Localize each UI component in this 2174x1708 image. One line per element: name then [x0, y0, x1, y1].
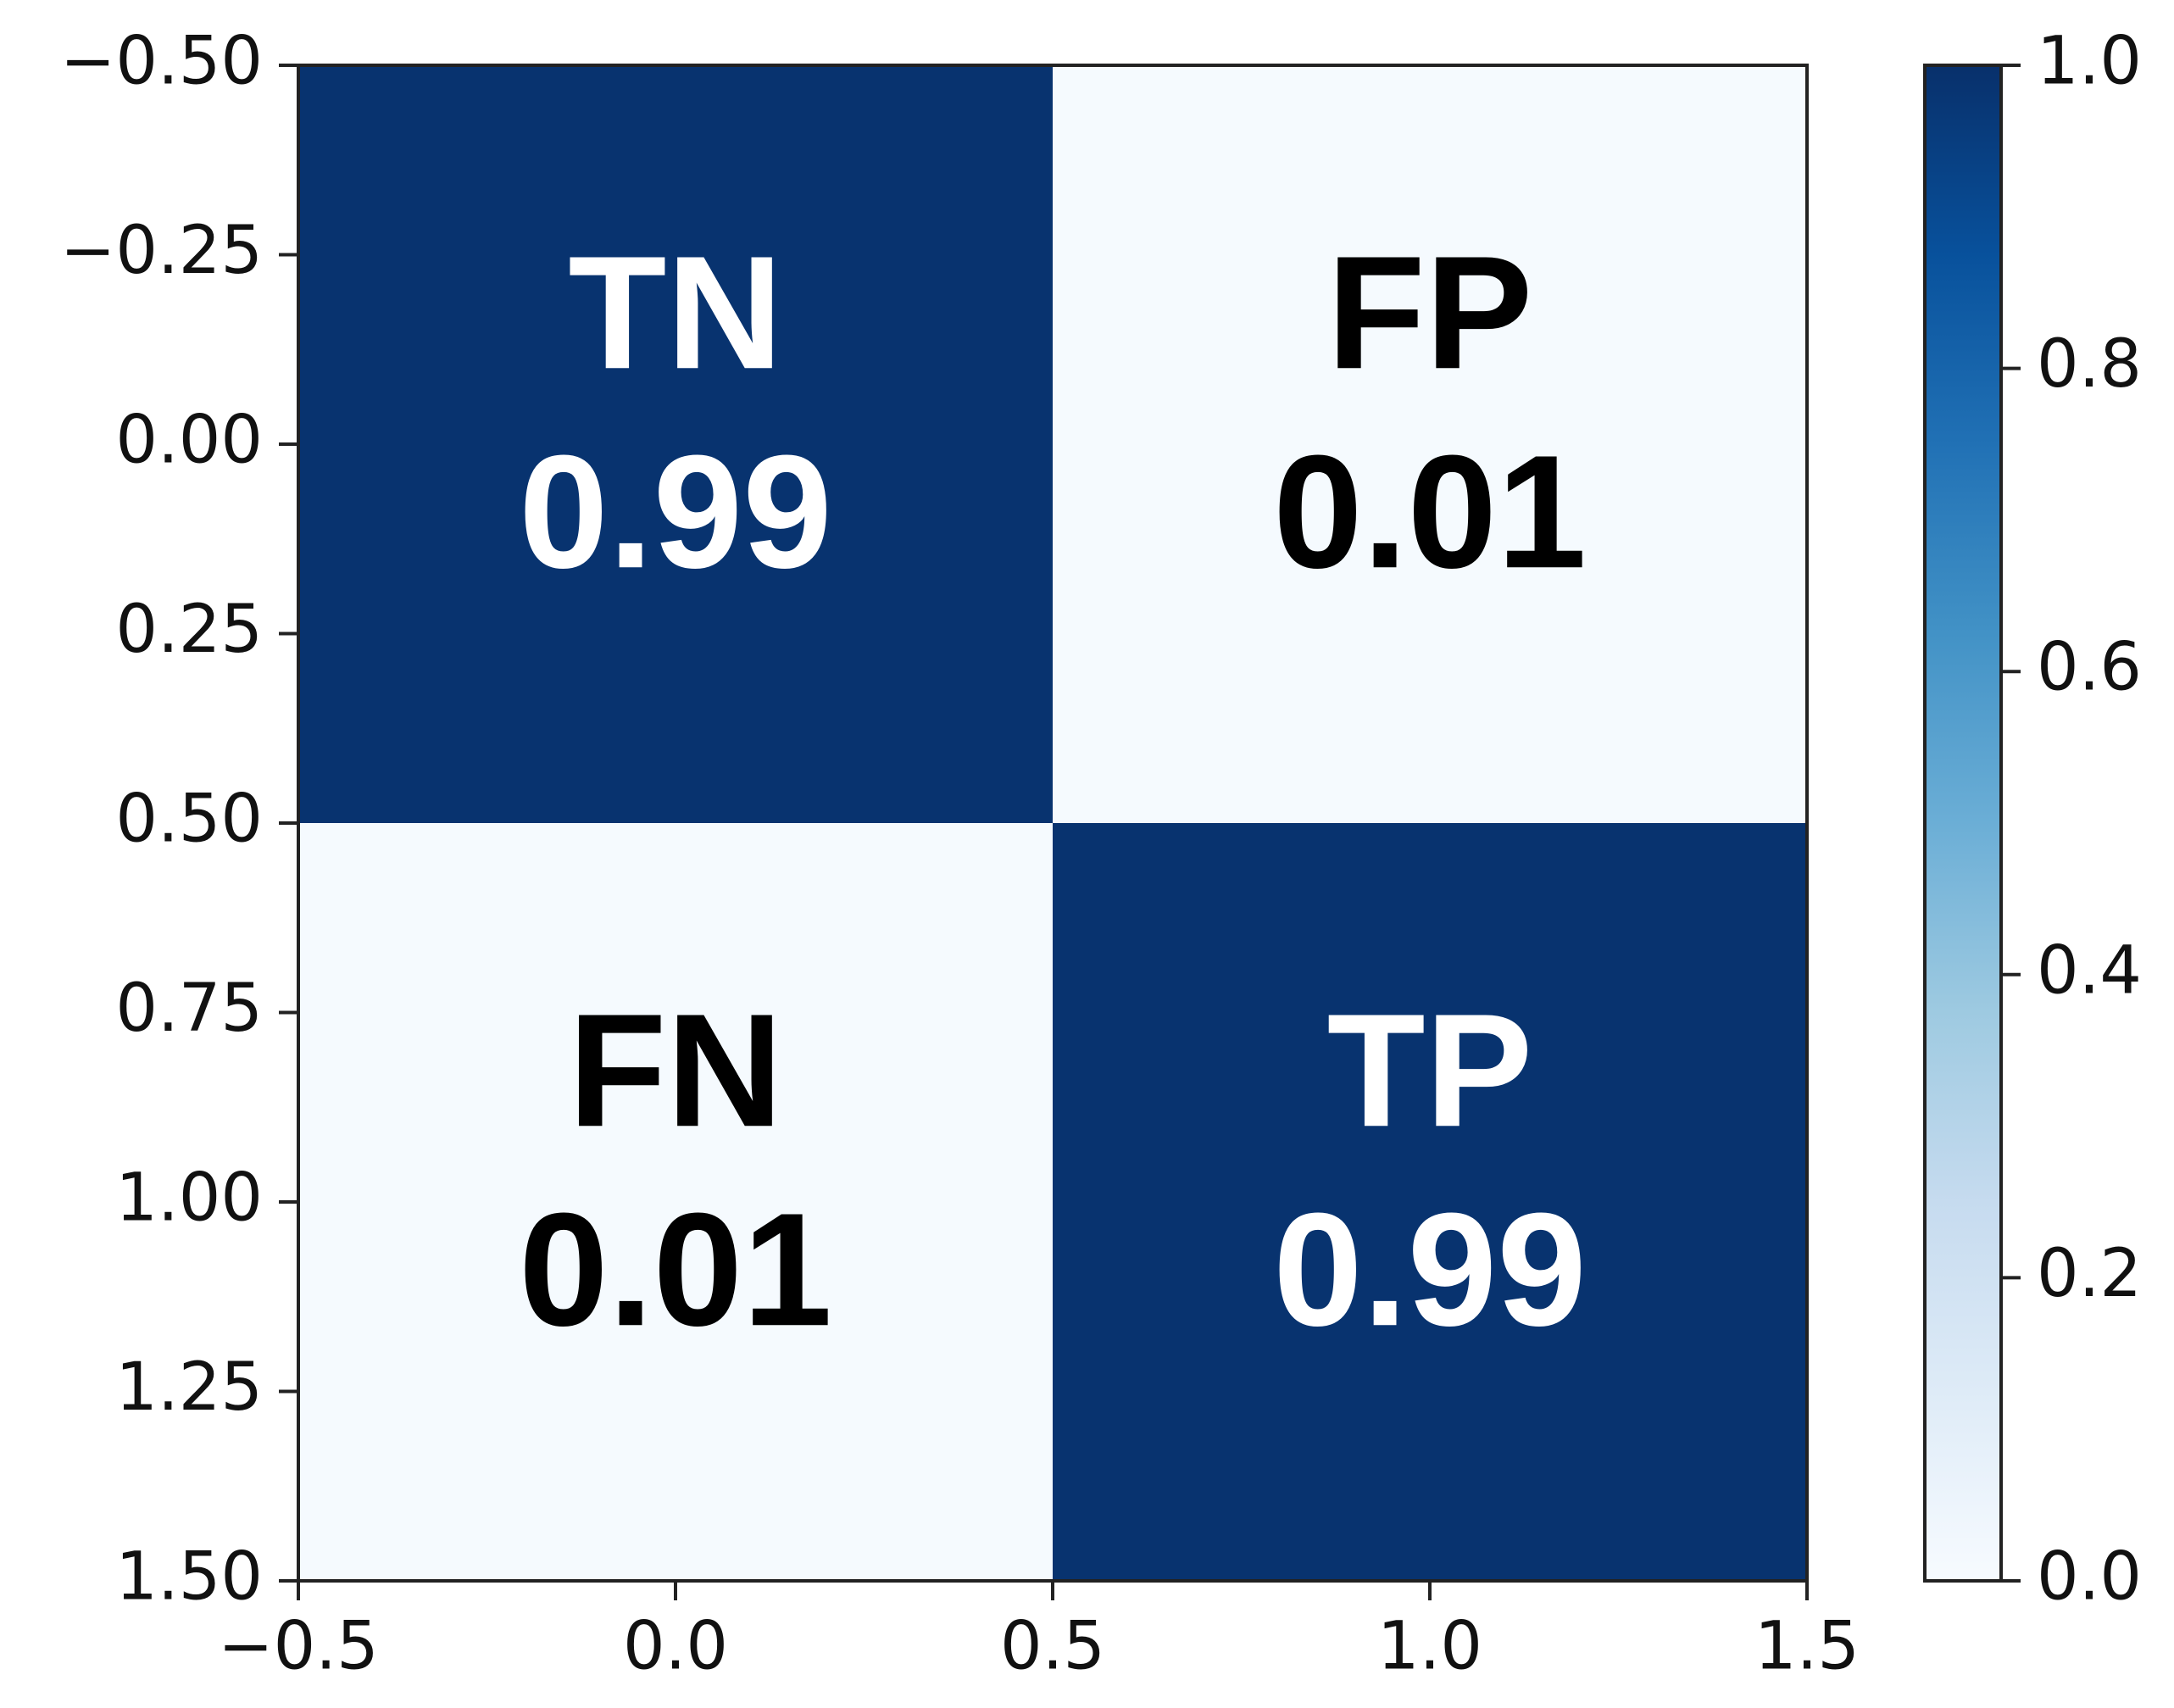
colorbar-tick-label: 0.4 — [2037, 932, 2142, 1009]
y-tick-label: 0.00 — [115, 402, 263, 478]
colorbar-tick-label: 0.2 — [2037, 1236, 2142, 1312]
cell-label: TP — [1327, 981, 1533, 1160]
y-tick-label: 0.25 — [115, 592, 263, 668]
colorbar-tick-label: 1.0 — [2037, 23, 2142, 99]
cell-value: 0.99 — [519, 422, 832, 602]
heatmap-cell — [298, 823, 1053, 1581]
colorbar-tick-label: 0.0 — [2037, 1538, 2142, 1615]
x-tick-label: 0.5 — [1000, 1608, 1105, 1684]
cell-label: FP — [1327, 223, 1533, 403]
x-tick-label: 1.0 — [1377, 1608, 1482, 1684]
heatmap-cell — [1053, 823, 1807, 1581]
x-tick-label: 1.5 — [1754, 1608, 1860, 1684]
colorbar — [1923, 64, 2003, 1583]
x-tick-label: 0.0 — [623, 1608, 728, 1684]
x-tick-label: −0.5 — [218, 1608, 378, 1684]
heatmap-cell — [298, 65, 1053, 823]
cell-value: 0.01 — [519, 1180, 832, 1360]
y-tick-label: −0.50 — [60, 23, 263, 99]
y-tick-label: 0.75 — [115, 971, 263, 1047]
y-tick-label: −0.25 — [60, 213, 263, 289]
y-tick-label: 1.00 — [115, 1160, 263, 1236]
y-tick-label: 0.50 — [115, 781, 263, 857]
y-tick-label: 1.50 — [115, 1538, 263, 1615]
cell-value: 0.01 — [1273, 422, 1587, 602]
y-tick-label: 1.25 — [115, 1349, 263, 1426]
cell-value: 0.99 — [1273, 1180, 1587, 1360]
cell-label: TN — [568, 223, 782, 403]
colorbar-tick-label: 0.8 — [2037, 326, 2142, 403]
colorbar-tick-label: 0.6 — [2037, 630, 2142, 706]
cell-label: FN — [568, 981, 782, 1160]
heatmap-cell — [1053, 65, 1807, 823]
